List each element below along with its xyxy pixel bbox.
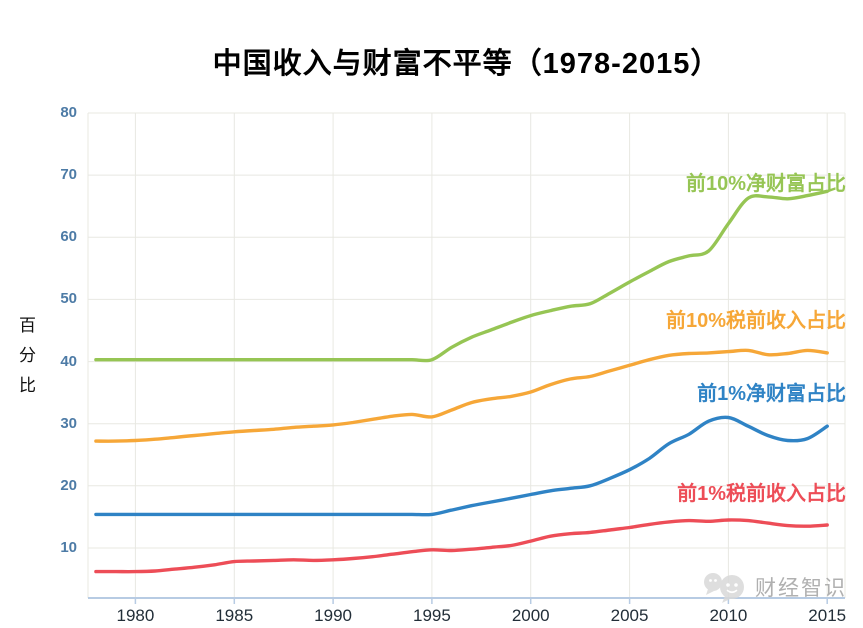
watermark: 财经智识: [701, 570, 847, 604]
x-tick-label: 1995: [412, 606, 451, 625]
x-tick-label: 2010: [709, 606, 748, 625]
y-tick-label: 50: [60, 290, 77, 308]
y-tick-label: 40: [60, 352, 77, 370]
x-tick-label: 1990: [314, 606, 352, 625]
series-label-top1-wealth: 前1%净财富占比: [697, 383, 846, 405]
chart-title: 中国收入与财富不平等（1978-2015）: [212, 48, 721, 80]
x-tick-label: 1985: [215, 606, 254, 625]
watermark-text: 财经智识: [755, 577, 847, 600]
series-label-top10-income: 前10%税前收入占比: [665, 310, 846, 332]
x-tick-label: 2015: [808, 606, 847, 625]
x-tick-label: 1980: [116, 606, 155, 625]
series-label-top1-income: 前1%税前收入占比: [677, 483, 846, 505]
y-tick-label: 10: [60, 538, 77, 556]
y-tick-label: 30: [60, 414, 77, 432]
series-label-top10-wealth: 前10%净财富占比: [685, 173, 846, 195]
x-tick-label: 2000: [511, 606, 550, 625]
y-tick-label: 80: [60, 104, 77, 121]
y-axis-title: 百分比: [16, 316, 35, 406]
y-tick-label: 20: [60, 476, 77, 494]
chat-bubbles-smiley-icon: [704, 573, 744, 603]
y-tick-label: 70: [60, 166, 77, 184]
y-tick-label: 60: [60, 228, 77, 246]
x-tick-label: 2005: [610, 606, 649, 625]
